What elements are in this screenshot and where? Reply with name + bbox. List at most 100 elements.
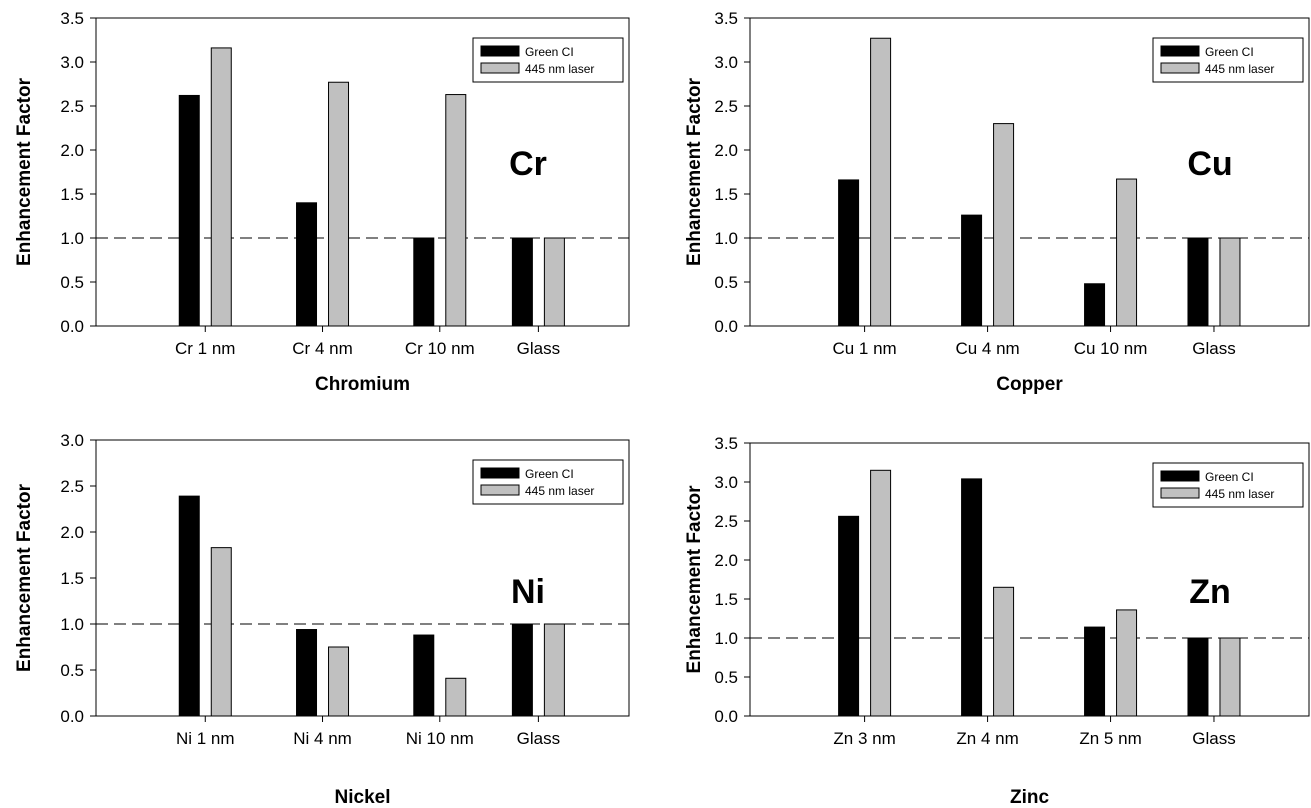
bar-445nm-laser [993,123,1015,327]
bar-445nm-laser [1219,637,1241,717]
x-tick-label: Ni 4 nm [293,729,352,748]
bar-green-ci [1084,283,1106,327]
y-tick-label: 3.0 [714,53,738,72]
y-tick-label: 1.0 [714,229,738,248]
bar-green-ci [1187,237,1209,327]
bar-green-ci [296,202,318,327]
x-tick-label: Cr 10 nm [405,339,475,358]
chart-panel-2: 0.0 0.5 1.0 1.5 2.0 2.5 3.0 3.5 Enhancement Fact… [684,9,1310,395]
y-tick-label: 2.5 [714,512,738,531]
legend-swatch [1160,470,1200,482]
legend-label: 445 nm laser [525,62,594,76]
bar-445nm-laser [328,646,350,717]
bar-445nm-laser [1116,178,1138,327]
x-tick-label: Glass [1192,729,1235,748]
legend-label: 445 nm laser [525,484,594,498]
x-axis-label: Chromium [315,374,410,395]
legend-label: Green CI [525,467,574,481]
x-axis-label: Nickel [335,787,391,808]
bar-green-ci [413,237,435,327]
x-tick-label: Glass [517,729,560,748]
y-axis-label: Enhancement Factor [14,77,35,266]
bar-green-ci [1187,637,1209,717]
legend-label: Green CI [1205,470,1254,484]
bar-445nm-laser [210,547,232,717]
y-tick-label: 0.0 [60,317,84,336]
x-tick-label: Cr 4 nm [292,339,352,358]
legend-label: 445 nm laser [1205,487,1274,501]
bar-445nm-laser [445,94,467,327]
y-tick-label: 3.0 [60,431,84,450]
legend: Green CI 445 nm laser [1152,37,1304,83]
x-tick-label: Ni 10 nm [406,729,474,748]
element-annotation: Ni [511,573,545,611]
x-tick-label: Cu 10 nm [1074,339,1148,358]
bar-445nm-laser [445,677,467,717]
bar-green-ci [178,495,200,717]
bar-green-ci [961,214,983,327]
y-tick-label: 0.0 [714,707,738,726]
x-tick-label: Zn 3 nm [833,729,895,748]
legend: Green CI 445 nm laser [472,37,624,83]
y-tick-label: 2.0 [60,141,84,160]
y-tick-label: 1.0 [714,629,738,648]
bar-green-ci [1084,626,1106,717]
y-tick-label: 1.0 [60,229,84,248]
x-tick-label: Cr 1 nm [175,339,235,358]
chart-panel-1: 0.0 0.5 1.0 1.5 2.0 2.5 3.0 3.5 Enhancement Fact… [14,9,630,395]
y-tick-label: 2.0 [60,523,84,542]
chart-panel-4: 0.0 0.5 1.0 1.5 2.0 2.5 3.0 3.5 Enhancement Fact… [684,434,1310,808]
y-tick-label: 1.5 [60,185,84,204]
bar-445nm-laser [1219,237,1241,327]
x-tick-label: Glass [517,339,560,358]
y-tick-label: 2.5 [60,477,84,496]
bar-445nm-laser [870,469,892,717]
chart-panel-3: 0.0 0.5 1.0 1.5 2.0 2.5 3.0 Enhancement Factor N… [14,431,630,808]
y-tick-label: 2.0 [714,551,738,570]
plot-frame [749,17,1310,327]
y-tick-label: 0.5 [714,668,738,687]
y-tick-label: 1.5 [60,569,84,588]
legend: Green CI 445 nm laser [472,459,624,505]
x-tick-label: Ni 1 nm [176,729,235,748]
legend-swatch [480,467,520,479]
y-axis-label: Enhancement Factor [684,485,705,674]
y-tick-label: 2.0 [714,141,738,160]
y-tick-label: 3.5 [60,9,84,28]
legend-swatch [480,45,520,57]
bar-green-ci [296,629,318,717]
legend-swatch [480,62,520,74]
x-tick-label: Zn 4 nm [956,729,1018,748]
element-annotation: Cu [1187,145,1232,183]
bar-green-ci [838,515,860,717]
y-tick-label: 0.5 [60,273,84,292]
y-tick-label: 1.5 [714,185,738,204]
y-axis-label: Enhancement Factor [14,483,35,672]
x-tick-label: Cu 1 nm [832,339,896,358]
y-tick-label: 3.5 [714,9,738,28]
bar-445nm-laser [543,237,565,327]
legend-box [472,37,624,83]
legend-swatch [1160,62,1200,74]
y-tick-label: 1.5 [714,590,738,609]
legend-swatch [480,484,520,496]
legend-box [1152,37,1304,83]
bar-green-ci [178,94,200,327]
bar-445nm-laser [1116,609,1138,717]
bar-445nm-laser [543,623,565,717]
bar-445nm-laser [870,37,892,327]
x-tick-label: Glass [1192,339,1235,358]
legend-box [1152,462,1304,508]
y-tick-label: 3.0 [714,473,738,492]
bar-green-ci [413,634,435,717]
y-tick-label: 2.5 [60,97,84,116]
legend-box [472,459,624,505]
legend-label: Green CI [525,45,574,59]
bar-green-ci [961,478,983,717]
x-tick-label: Cu 4 nm [955,339,1019,358]
bar-445nm-laser [993,586,1015,717]
y-tick-label: 0.5 [60,661,84,680]
legend-swatch [1160,45,1200,57]
bar-445nm-laser [328,81,350,327]
